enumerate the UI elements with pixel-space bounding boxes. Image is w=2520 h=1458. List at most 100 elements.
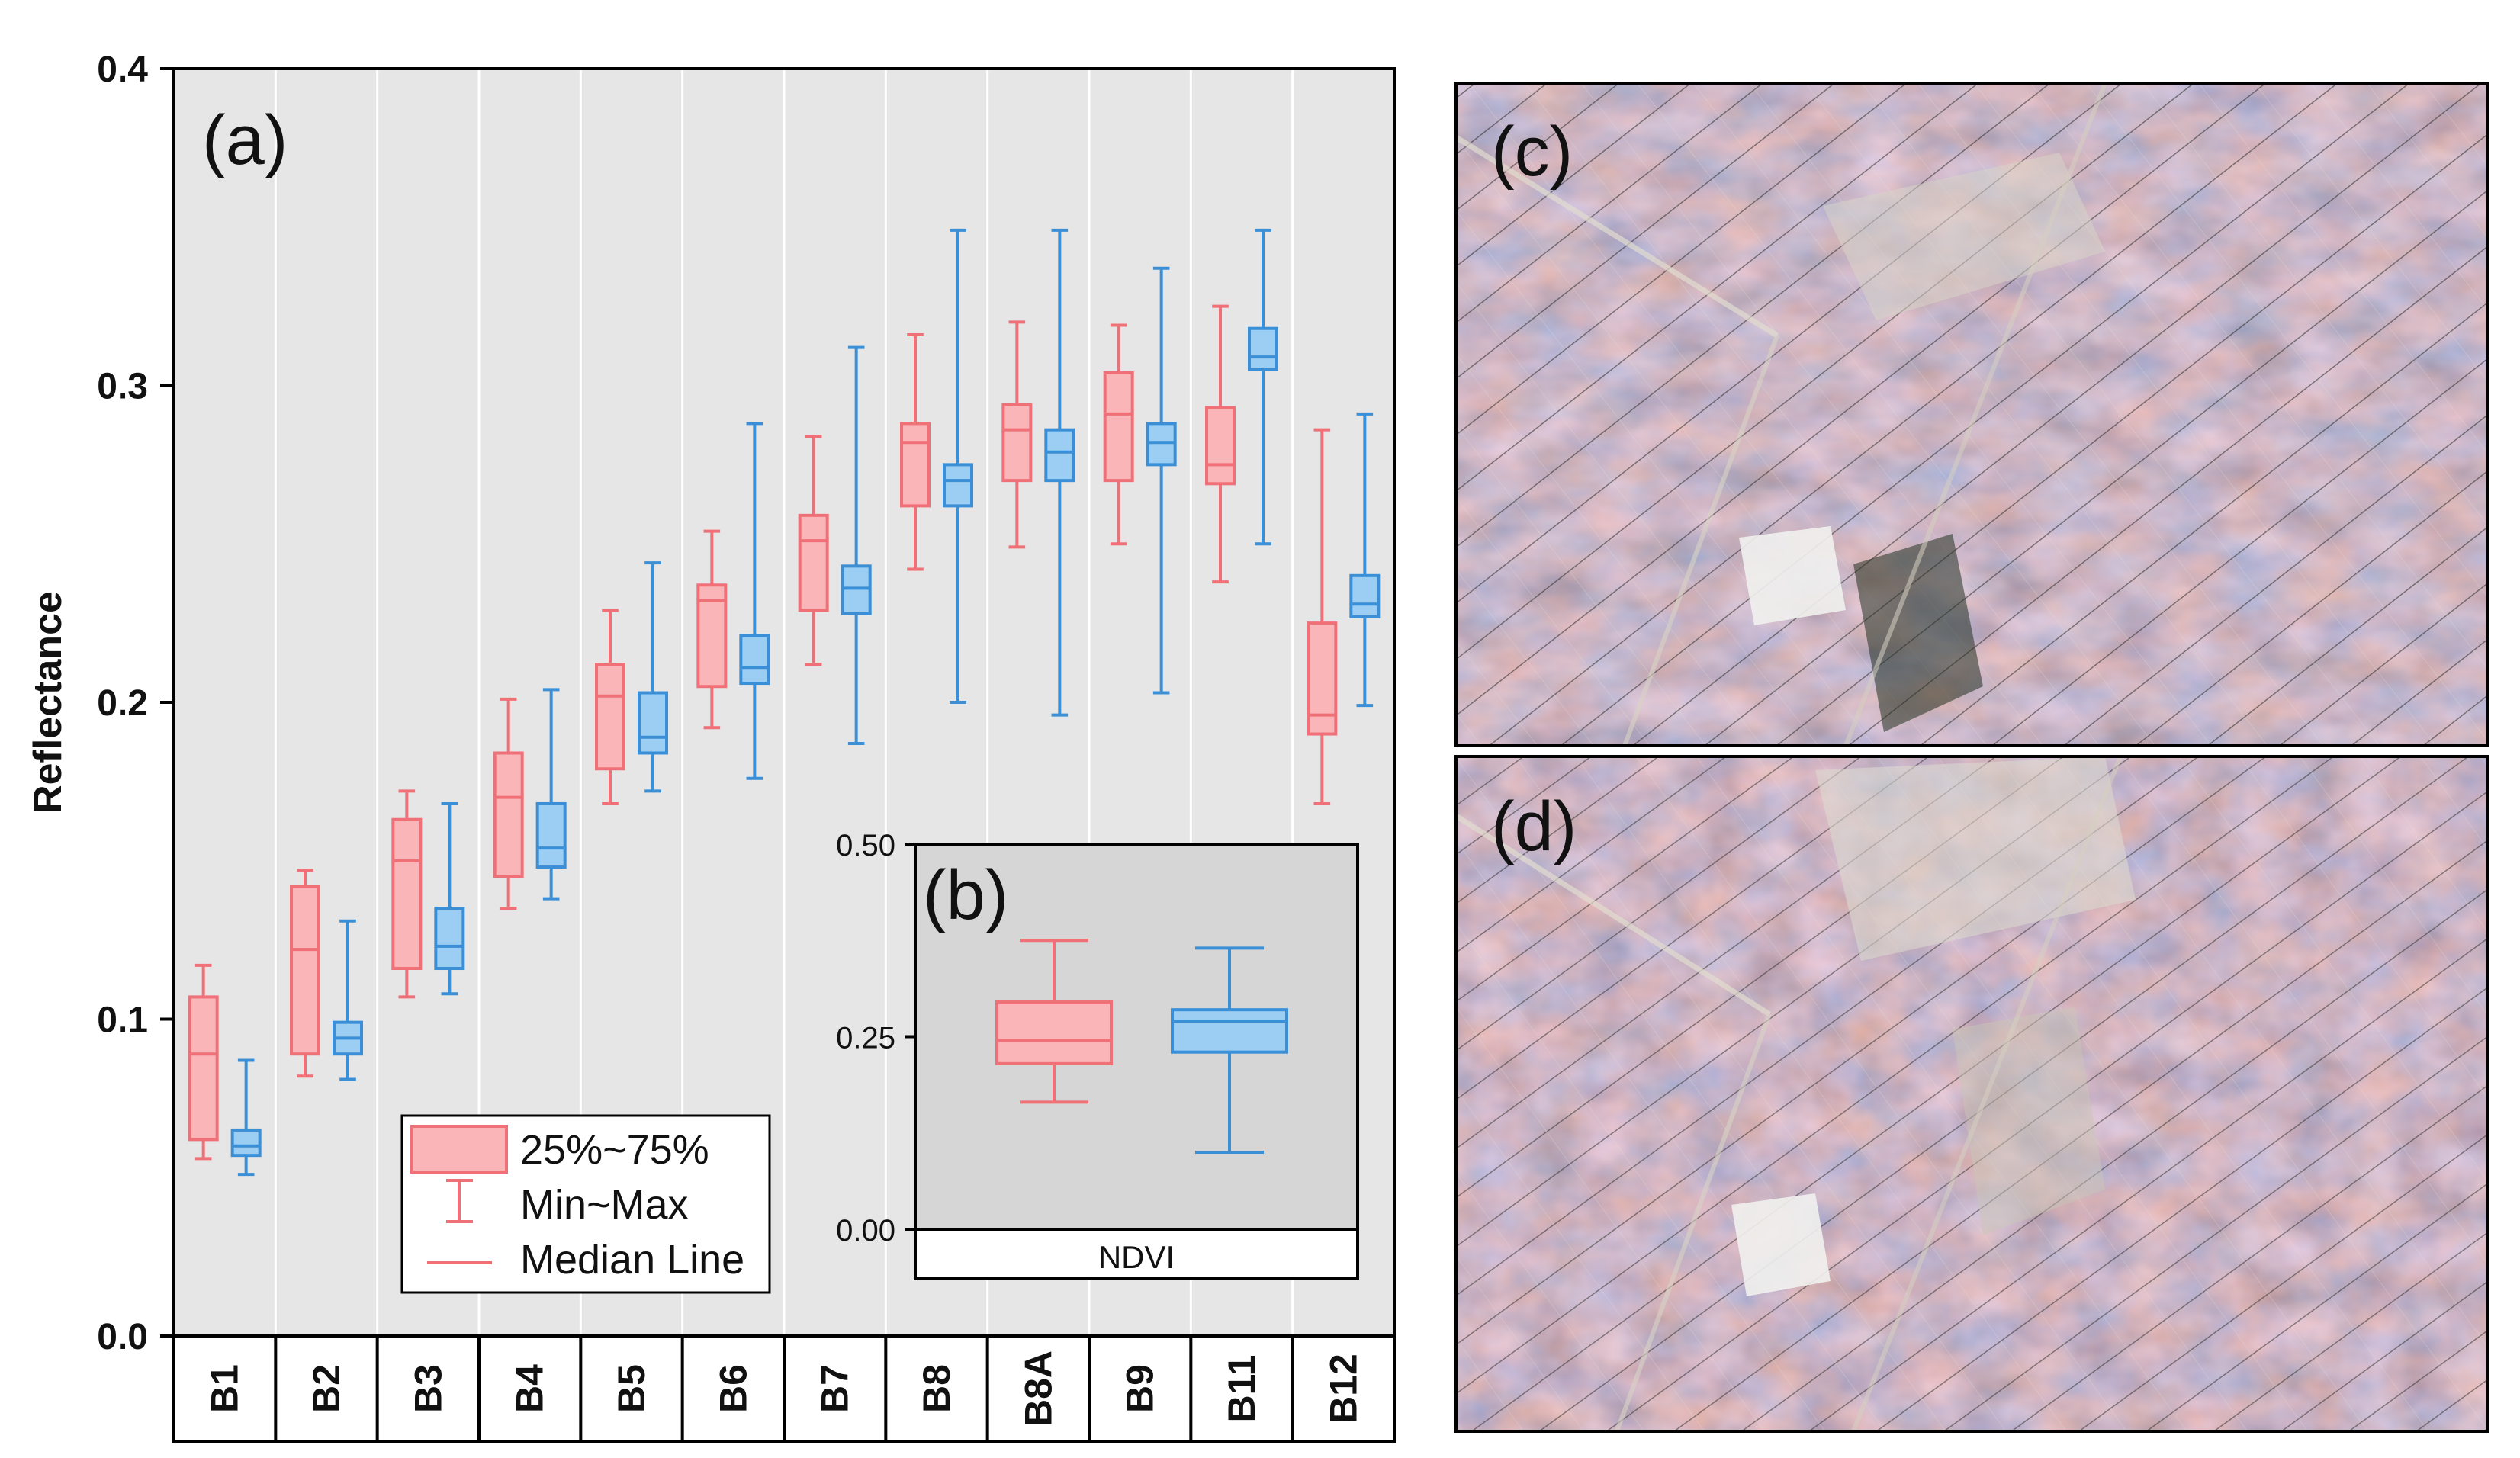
box-iqr — [900, 422, 931, 508]
box-iqr — [1307, 621, 1338, 736]
image-c-road — [1454, 135, 1779, 338]
box-iqr — [290, 884, 320, 1056]
box-iqr — [493, 751, 524, 878]
box-iqr — [1146, 422, 1177, 467]
image-d-road — [1851, 755, 2123, 1433]
image-d-building — [1731, 1193, 1831, 1296]
box-plot — [290, 869, 320, 1078]
x-tick-label: B8A — [1017, 1350, 1059, 1427]
box-iqr — [1171, 1008, 1288, 1054]
box-plot — [1001, 320, 1033, 549]
box-plot — [391, 789, 423, 999]
y-tick-label: 0.0 — [97, 1317, 148, 1357]
image-c-dark-field — [1853, 534, 1983, 732]
box-iqr — [995, 1000, 1113, 1065]
box-iqr — [230, 1128, 262, 1158]
box-plot — [1205, 304, 1236, 584]
image-c-frame — [1454, 82, 2489, 747]
box-iqr — [1248, 326, 1278, 371]
box-plot — [1171, 946, 1288, 1154]
box-iqr — [1044, 428, 1075, 483]
box-plot — [1146, 266, 1177, 695]
panel-c-label: (c) — [1491, 113, 1573, 191]
x-tick-label: B2 — [305, 1364, 348, 1413]
image-c-building — [1739, 526, 1846, 625]
x-tick-label: B11 — [1220, 1355, 1263, 1423]
panel-a-label: (a) — [202, 101, 288, 179]
image-d-bright-field — [1953, 1007, 2105, 1235]
y-axis: 0.0 0.1 0.2 0.3 0.4 — [97, 50, 174, 1357]
x-tick-label: B7 — [814, 1364, 857, 1413]
box-plot — [696, 529, 728, 730]
image-c-bright-field — [1823, 153, 2105, 320]
box-plot — [798, 434, 829, 666]
x-tick-label: B3 — [407, 1364, 449, 1413]
inset-x-label: NDVI — [1098, 1239, 1175, 1275]
x-tick-label: B12 — [1322, 1354, 1364, 1424]
box-plot — [493, 697, 524, 910]
box-iqr — [739, 634, 770, 686]
x-tick-label: B1 — [204, 1364, 246, 1413]
panel-a-chart: 0.0 0.1 0.2 0.3 0.4 B1 B2 B3 B4 B5 B6 B7 B8 B8A B9 B11… — [26, 50, 1396, 1443]
box-iqr — [1103, 371, 1134, 483]
box-plot — [638, 561, 668, 793]
inset-y-tick-label: 0.50 — [836, 829, 895, 862]
box-plot — [230, 1058, 262, 1177]
box-plot — [739, 422, 770, 780]
box-plot — [333, 919, 363, 1081]
box-iqr — [943, 463, 973, 508]
image-d-bright-field — [1815, 756, 2136, 961]
legend-entry-iqr: 25%~75% — [520, 1127, 709, 1173]
box-plot — [995, 939, 1113, 1104]
box-iqr — [535, 801, 567, 869]
box-iqr — [391, 817, 423, 971]
inset-y-tick-label: 0.25 — [836, 1022, 895, 1055]
panel-d-image: (d) — [1454, 755, 2489, 1433]
boxes-a — [188, 228, 1381, 1177]
box-plot — [1103, 323, 1134, 546]
panel-b-label: (b) — [923, 856, 1008, 934]
inset-frame-outline — [914, 843, 1359, 1280]
legend-whisker-swatch — [446, 1179, 473, 1223]
legend-box-swatch — [410, 1125, 508, 1174]
box-iqr — [1205, 406, 1236, 486]
image-d-road — [1454, 814, 1771, 1016]
box-plot — [1307, 428, 1338, 805]
image-d-frame — [1454, 755, 2489, 1433]
box-iqr — [434, 907, 465, 971]
y-tick-label: 0.3 — [97, 367, 148, 407]
box-iqr — [595, 663, 625, 771]
panel-b-chart: 0.00 0.25 0.50 (b) NDVI — [836, 829, 1359, 1280]
image-c-road — [1843, 82, 2107, 747]
box-plot — [595, 609, 625, 805]
y-axis-label: Reflectance — [26, 591, 70, 814]
y-tick-label: 0.1 — [97, 1000, 148, 1041]
inset-boxes — [995, 939, 1288, 1154]
legend: 25%~75% Min~Max Median Line — [400, 1114, 771, 1294]
box-plot — [841, 345, 872, 746]
x-tick-label: B6 — [712, 1364, 754, 1413]
panel-c-image: (c) — [1454, 82, 2489, 747]
box-iqr — [1349, 573, 1381, 618]
box-plot — [188, 963, 219, 1161]
box-iqr — [188, 995, 219, 1142]
x-tick-label: B5 — [610, 1364, 653, 1413]
box-plot — [943, 228, 973, 704]
image-c-road — [1622, 334, 1779, 747]
box-plot — [434, 801, 465, 996]
legend-entry-median: Median Line — [520, 1237, 744, 1283]
box-plot — [535, 688, 567, 901]
x-axis: B1 B2 B3 B4 B5 B6 B7 B8 B8A B9 B11 B12 — [172, 1334, 1396, 1443]
legend-entry-range: Min~Max — [520, 1182, 689, 1228]
box-plot — [1349, 412, 1381, 708]
panel-d-label: (d) — [1491, 788, 1577, 865]
inset-y-axis: 0.00 0.25 0.50 — [836, 829, 915, 1248]
y-tick-label: 0.4 — [97, 50, 148, 90]
inset-y-tick-label: 0.00 — [836, 1214, 895, 1248]
box-plot — [900, 333, 931, 571]
box-plot — [1248, 228, 1278, 546]
x-tick-label: B4 — [509, 1364, 551, 1413]
box-plot — [1044, 228, 1075, 717]
box-iqr — [1001, 403, 1033, 483]
